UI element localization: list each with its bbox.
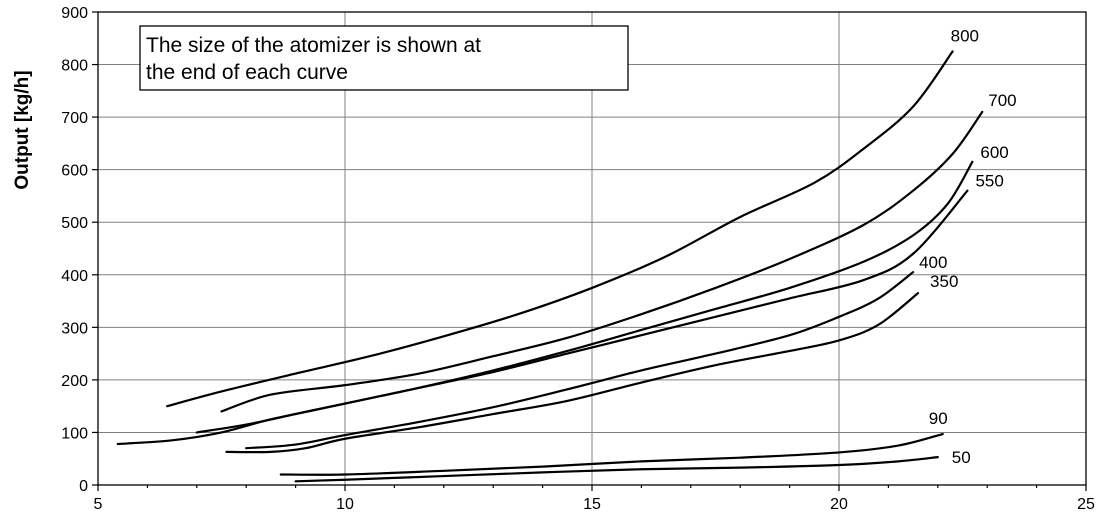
plot-border	[97, 11, 1087, 486]
y-tick-label: 700	[61, 110, 88, 127]
x-tick-label: 10	[336, 496, 354, 513]
y-tick-label: 600	[61, 163, 88, 180]
series-label-800: 800	[951, 26, 979, 45]
y-tick-label: 500	[61, 215, 88, 232]
series-label-50: 50	[952, 448, 971, 467]
x-tick-label: 15	[583, 496, 601, 513]
y-tick-label: 400	[61, 268, 88, 285]
series-label-90: 90	[929, 409, 948, 428]
series-line-400	[245, 271, 915, 450]
curves	[116, 50, 984, 483]
tick-labels: 0 100 200 300 400 500 600 700 800 900 5 10 15 20 25	[61, 5, 1095, 513]
series-label-350: 350	[930, 272, 958, 291]
y-tick-label: 0	[79, 478, 88, 495]
series-line-700	[220, 110, 984, 413]
y-tick-label: 100	[61, 425, 88, 442]
x-tick-label: 5	[94, 496, 103, 513]
series-line-50	[294, 456, 939, 483]
annotation-text: The size of the atomizer is shown at the …	[146, 34, 481, 84]
series-label-550: 550	[975, 172, 1003, 191]
series-line-550	[116, 189, 969, 446]
series-line-90	[279, 432, 944, 476]
y-tick-label: 200	[61, 373, 88, 390]
y-tick-label: 800	[61, 58, 88, 75]
y-axis-label: Output [kg/h]	[12, 70, 33, 189]
series-label-400: 400	[919, 253, 947, 272]
axes	[92, 11, 1087, 491]
x-tick-label: 20	[830, 496, 848, 513]
series-label-700: 700	[988, 91, 1016, 110]
annotation-box: The size of the atomizer is shown at the …	[139, 25, 629, 91]
x-tick-label: 25	[1077, 496, 1095, 513]
y-tick-label: 300	[61, 320, 88, 337]
series-label-600: 600	[980, 143, 1008, 162]
series-line-800	[166, 50, 954, 408]
series-line-350	[225, 292, 920, 454]
y-tick-label: 900	[61, 5, 88, 22]
